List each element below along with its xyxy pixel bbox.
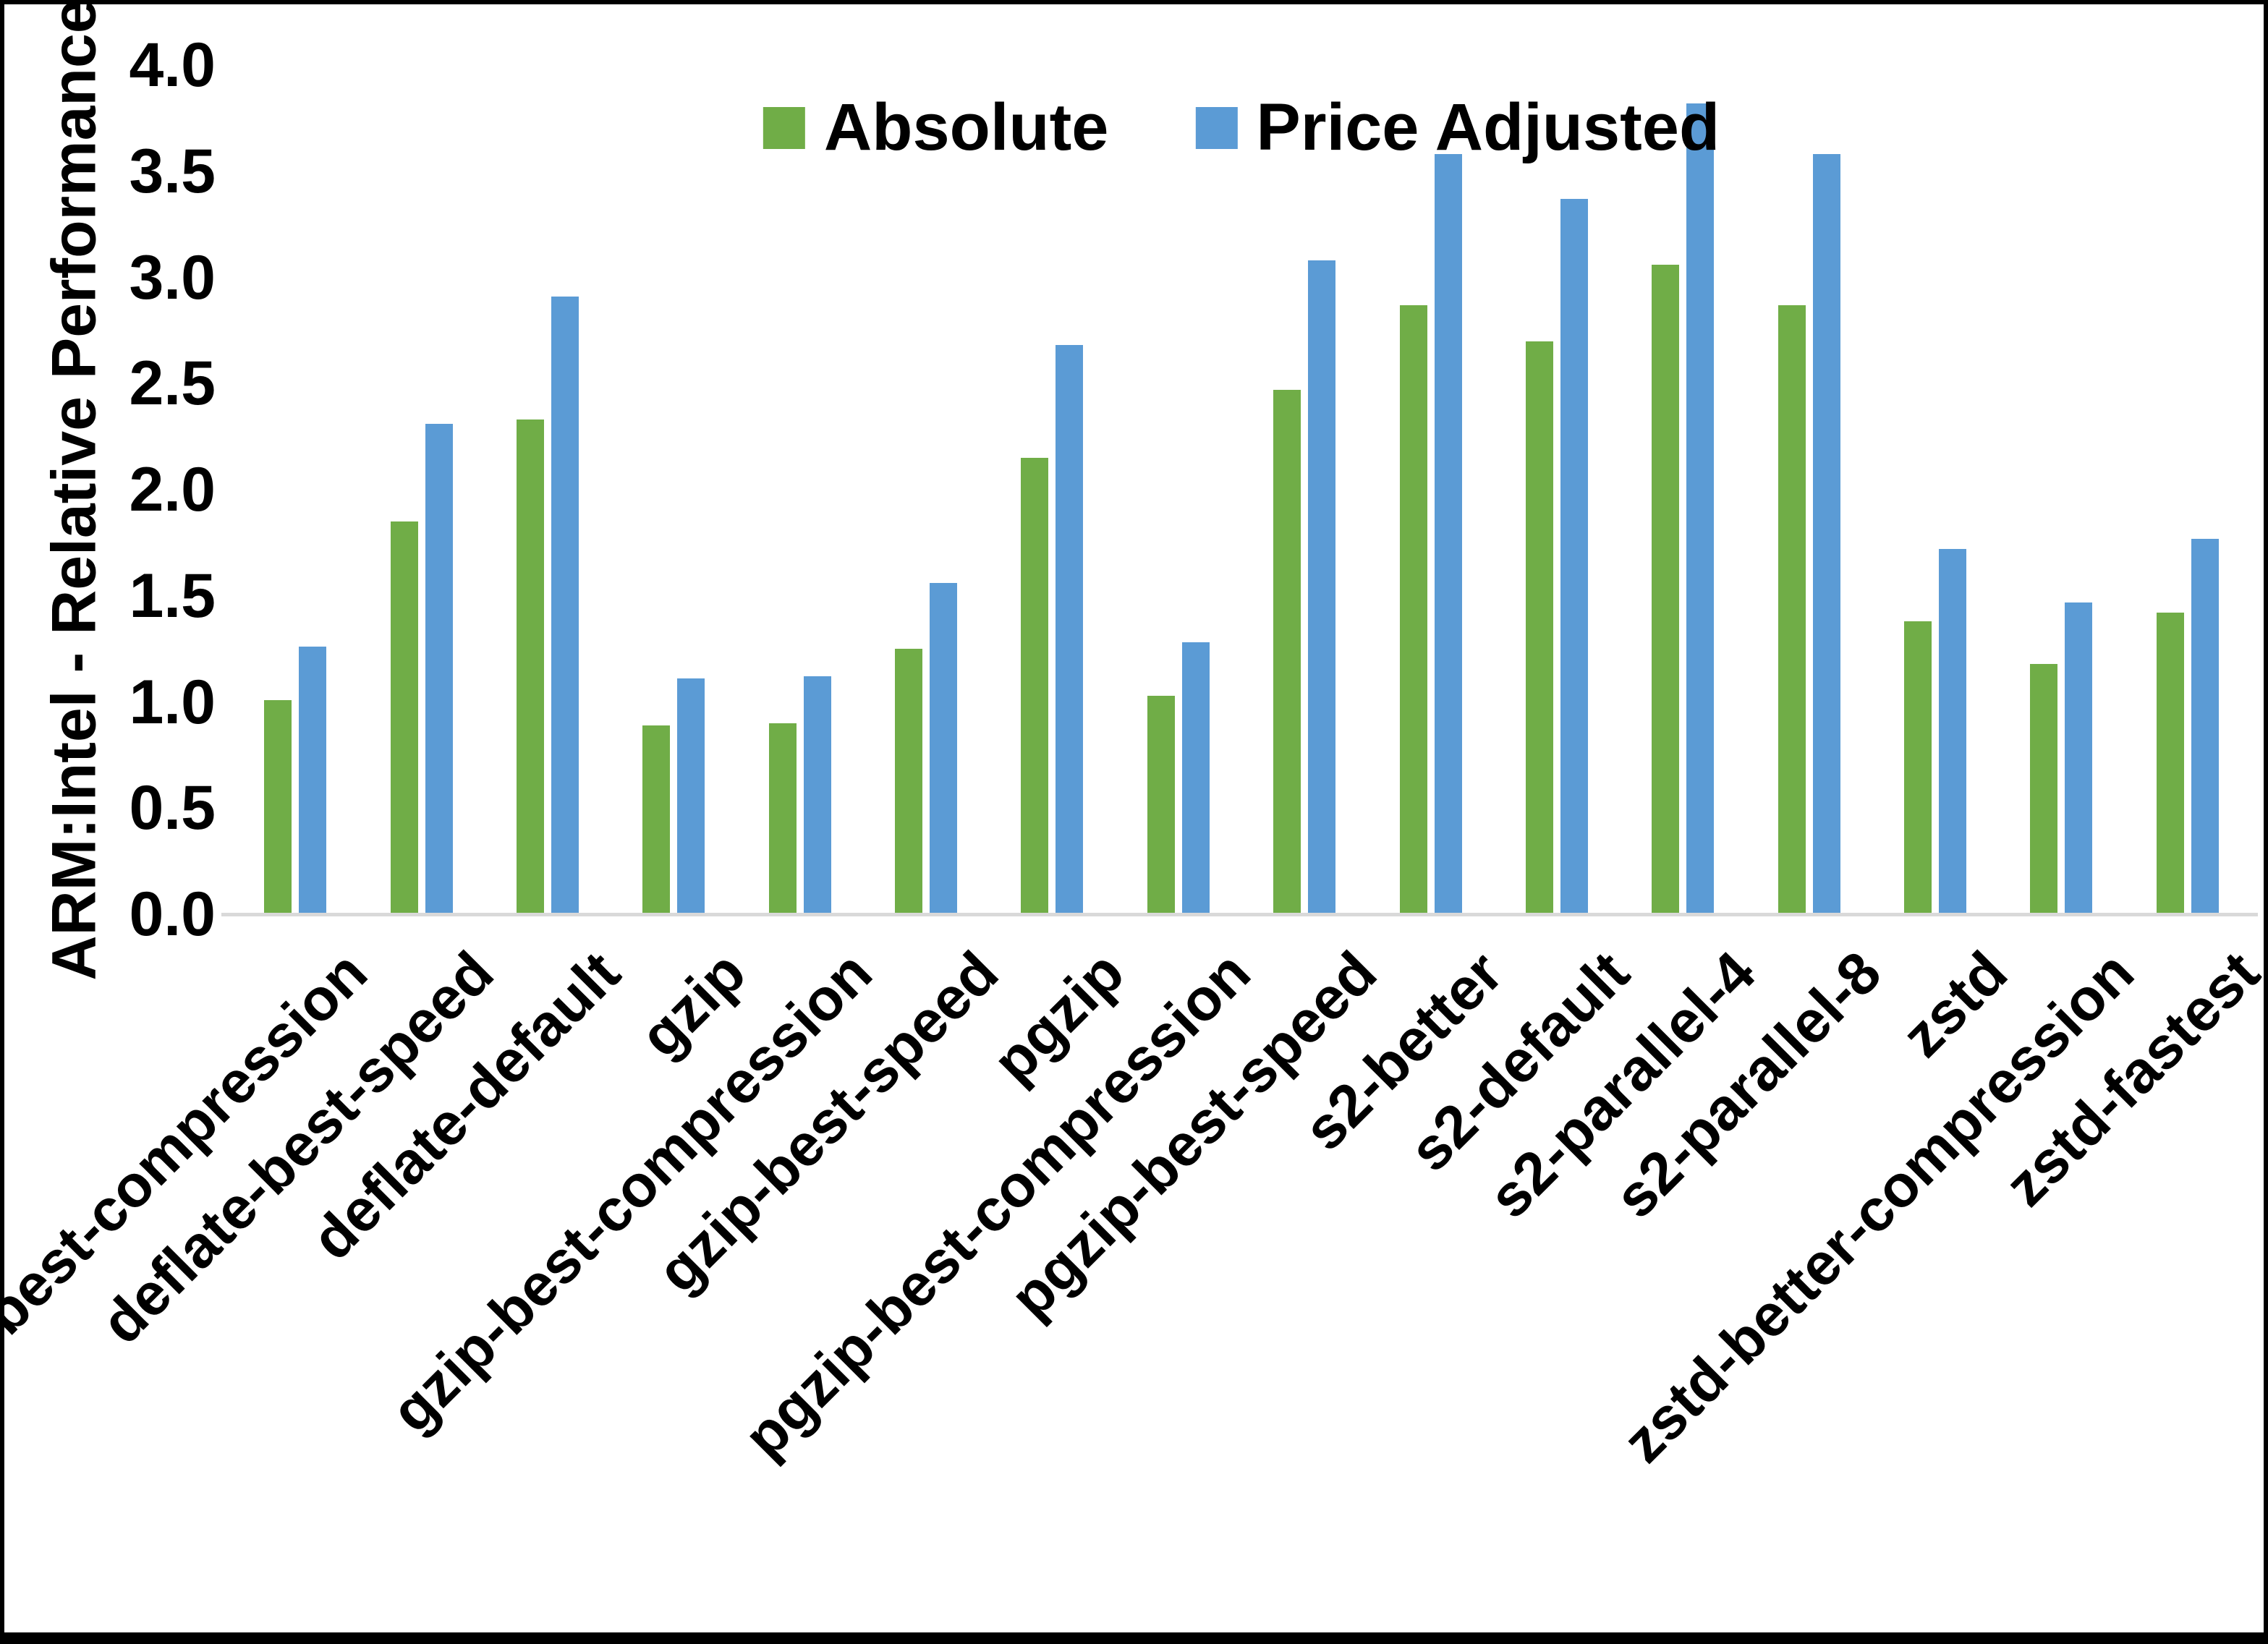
bar-price-adjusted-s2-default xyxy=(1560,198,1588,914)
bar-price-adjusted-pgzip-best-compression xyxy=(1181,642,1210,914)
bar-group-s2-better xyxy=(1367,65,1493,914)
bar-absolute-s2-default xyxy=(1525,341,1553,914)
bar-group-s2-parallel-8 xyxy=(1746,65,1872,914)
bar-group-zstd-fastest xyxy=(2125,65,2251,914)
bar-group-deflate-best-speed xyxy=(358,65,484,914)
legend-item-absolute: Absolute xyxy=(763,90,1109,166)
bar-group-gzip xyxy=(611,65,736,914)
bar-price-adjusted-s2-parallel-8 xyxy=(1812,154,1840,914)
bar-price-adjusted-s2-better xyxy=(1434,154,1462,914)
bar-price-adjusted-gzip xyxy=(677,678,705,914)
bar-groups xyxy=(232,65,2251,914)
bar-group-deflate-best-compression xyxy=(232,65,358,914)
bar-absolute-gzip-best-speed xyxy=(895,649,923,914)
bar-absolute-s2-parallel-4 xyxy=(1652,264,1680,914)
bar-absolute-deflate-default xyxy=(516,419,544,914)
bar-price-adjusted-zstd xyxy=(1939,549,1967,914)
y-tick-label-2.0: 2.0 xyxy=(129,455,216,524)
bar-group-pgzip xyxy=(989,65,1115,914)
bar-absolute-pgzip-best-compression xyxy=(1147,695,1175,914)
bar-absolute-pgzip xyxy=(1021,458,1049,914)
bar-group-gzip-best-speed xyxy=(863,65,989,914)
y-tick-label-2.5: 2.5 xyxy=(129,349,216,419)
y-tick-label-3.0: 3.0 xyxy=(129,242,216,312)
bar-absolute-zstd-fastest xyxy=(2156,613,2184,914)
legend-item-price-adjusted: Price Adjusted xyxy=(1195,90,1720,166)
legend-label-absolute: Absolute xyxy=(823,90,1109,164)
bar-price-adjusted-deflate-default xyxy=(551,296,579,914)
absolute-series-swatch-icon xyxy=(763,106,805,149)
bar-price-adjusted-zstd-better-compression xyxy=(2065,602,2093,914)
bar-absolute-zstd-better-compression xyxy=(2030,663,2058,914)
y-tick-label-3.5: 3.5 xyxy=(129,136,216,206)
bar-price-adjusted-pgzip-best-speed xyxy=(1308,260,1336,914)
bar-absolute-zstd xyxy=(1904,621,1932,914)
bar-absolute-gzip-best-compression xyxy=(768,723,797,914)
y-tick-label-0.0: 0.0 xyxy=(129,880,216,949)
price-adjusted-series-swatch-icon xyxy=(1195,106,1238,149)
y-tick-label-1.0: 1.0 xyxy=(129,667,216,737)
plot-area xyxy=(221,65,2258,916)
y-tick-label-1.5: 1.5 xyxy=(129,561,216,631)
y-tick-label-4.0: 4.0 xyxy=(129,30,216,100)
bar-group-pgzip-best-speed xyxy=(1241,65,1367,914)
bar-price-adjusted-deflate-best-compression xyxy=(299,647,327,914)
x-axis-line xyxy=(221,913,2258,916)
bar-price-adjusted-gzip-best-speed xyxy=(930,583,958,914)
bar-absolute-s2-better xyxy=(1399,304,1427,914)
legend: Absolute Price Adjusted xyxy=(763,90,1720,166)
bar-absolute-s2-parallel-8 xyxy=(1778,304,1806,914)
bar-absolute-pgzip-best-speed xyxy=(1273,390,1301,914)
bar-group-zstd xyxy=(1872,65,1998,914)
bar-group-deflate-default xyxy=(485,65,611,914)
y-tick-label-0.5: 0.5 xyxy=(129,773,216,843)
bar-price-adjusted-pgzip xyxy=(1056,345,1084,914)
bar-absolute-deflate-best-compression xyxy=(264,699,292,914)
bar-absolute-deflate-best-speed xyxy=(390,521,418,914)
bar-group-s2-parallel-4 xyxy=(1620,65,1746,914)
bar-group-s2-default xyxy=(1494,65,1620,914)
bar-group-gzip-best-compression xyxy=(737,65,863,914)
bar-price-adjusted-s2-parallel-4 xyxy=(1686,103,1715,914)
bar-group-pgzip-best-compression xyxy=(1116,65,1241,914)
bar-price-adjusted-deflate-best-speed xyxy=(425,424,453,914)
bar-absolute-gzip xyxy=(642,725,671,914)
bar-group-zstd-better-compression xyxy=(1998,65,2124,914)
bar-price-adjusted-zstd-fastest xyxy=(2191,538,2219,914)
bar-price-adjusted-gzip-best-compression xyxy=(803,676,831,914)
legend-label-price-adjusted: Price Adjusted xyxy=(1256,90,1720,164)
